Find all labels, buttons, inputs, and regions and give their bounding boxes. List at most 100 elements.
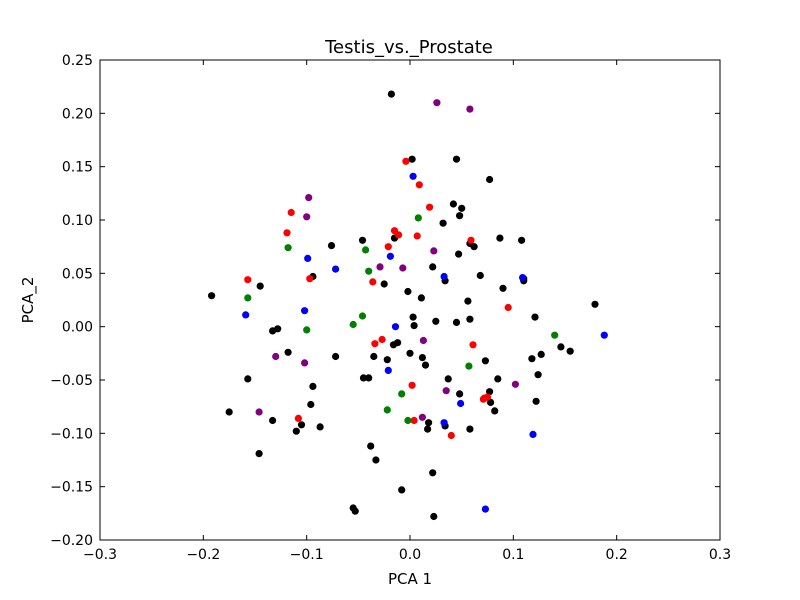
data-point [399,264,407,272]
data-point [395,231,403,239]
data-point [404,416,412,425]
data-point [417,294,425,302]
x-tick-label: 0.2 [606,547,628,563]
data-point [415,181,423,189]
data-point [518,236,526,244]
data-point [303,213,311,221]
data-point [409,172,417,180]
data-point [378,335,386,344]
data-point [426,203,434,211]
data-point [309,382,317,390]
data-point [456,390,464,398]
data-point [208,292,216,300]
data-point [391,323,400,331]
data-point [486,175,494,184]
data-point [256,282,264,290]
data-point [486,388,494,396]
data-point [466,105,474,113]
data-point [483,393,492,401]
y-tick-label: 0.10 [62,213,93,229]
data-point [284,348,292,356]
data-point [404,287,412,296]
data-point [499,284,507,292]
data-point [421,361,430,369]
data-point [369,278,377,286]
data-point [408,155,416,163]
data-point [452,155,461,163]
data-point [358,236,367,244]
data-point [332,265,340,273]
data-point [537,350,545,358]
data-point [439,219,447,227]
data-point [528,355,536,363]
y-tick-label: −0.15 [50,480,93,496]
data-point [384,243,392,251]
data-point [255,450,263,458]
data-point [430,247,438,255]
data-point [429,469,437,477]
data-point [430,512,438,521]
data-point [532,397,540,405]
scatter-points [208,90,608,521]
data-point [365,374,373,382]
data-point [418,354,426,362]
data-point [487,398,495,406]
data-point [297,421,306,429]
data-point [380,280,388,288]
data-point [365,267,373,275]
data-point [424,425,432,433]
data-point [410,322,418,330]
x-tick-label: 0.1 [502,547,524,563]
y-tick-label: 0.15 [62,160,93,176]
x-tick-label: −0.1 [290,547,324,563]
data-point [398,390,406,398]
data-point [551,331,559,339]
data-point [591,300,599,308]
data-point [452,318,461,326]
data-point [301,307,309,315]
data-point [414,214,422,222]
data-point [419,336,427,345]
data-point [370,352,378,361]
data-point [372,456,380,464]
x-tick-label: 0.0 [399,547,421,563]
data-point [327,242,336,250]
data-point [531,313,539,321]
data-point [387,90,395,98]
data-point [469,341,477,349]
data-point [449,200,457,208]
data-point [244,294,252,302]
data-point [292,427,300,435]
data-point [349,320,357,329]
data-point [383,406,391,414]
x-tick-label: −0.2 [186,547,220,563]
data-point [406,349,414,357]
data-point [481,505,489,513]
data-point [494,375,502,383]
y-tick-label: 0.05 [62,266,93,282]
data-point [294,414,302,422]
data-point [394,339,402,347]
data-point [433,99,441,107]
data-point [440,419,448,427]
y-tick-label: 0.20 [62,106,93,122]
data-point [467,236,475,244]
data-point [476,271,484,280]
data-point [283,229,291,237]
data-point [304,254,312,262]
data-point [470,243,478,251]
data-point [466,315,474,323]
data-point [386,252,394,260]
y-tick-label: −0.10 [50,426,93,442]
data-point [496,234,504,242]
data-point [440,272,448,281]
data-point [511,380,519,388]
data-point [413,232,421,240]
data-point [272,352,280,361]
data-point [504,303,512,312]
data-point [255,408,263,416]
data-point [244,375,252,383]
data-point [269,416,277,425]
